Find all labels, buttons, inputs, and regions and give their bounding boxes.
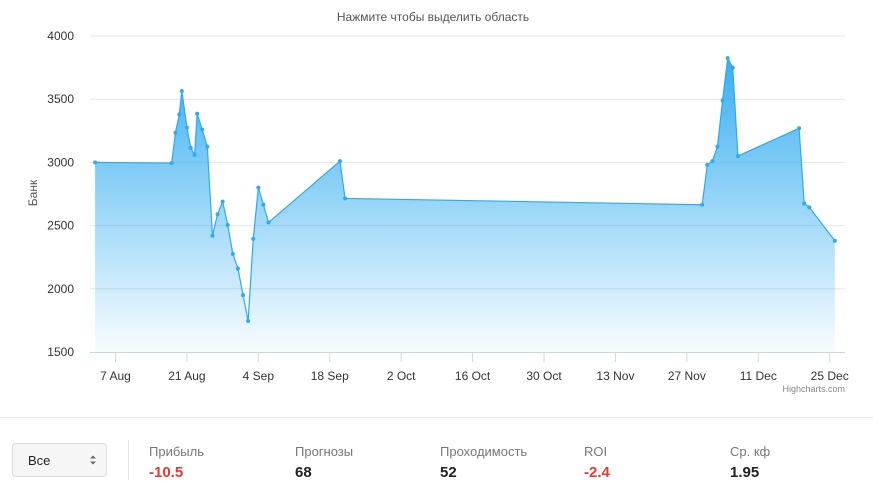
data-point — [700, 202, 705, 207]
x-tick-label: 7 Aug — [100, 369, 131, 383]
stat-forecasts: Прогнозы 68 — [295, 444, 353, 481]
data-point — [725, 56, 730, 61]
data-point — [188, 145, 193, 150]
x-tick-label: 21 Aug — [168, 369, 205, 383]
data-point — [730, 65, 735, 70]
data-point — [235, 266, 240, 271]
stat-passability-value: 52 — [440, 464, 457, 481]
data-point — [93, 160, 98, 165]
data-point — [230, 252, 235, 257]
data-point — [205, 144, 210, 149]
data-point — [220, 199, 225, 204]
x-tick-label: 18 Sep — [311, 369, 349, 383]
data-point — [210, 233, 215, 238]
bank-chart[interactable]: Нажмите чтобы выделить область 1500 2000 2… — [0, 0, 873, 415]
series-area — [93, 56, 837, 353]
data-point — [337, 159, 342, 164]
chart-svg[interactable]: Нажмите чтобы выделить область 1500 2000 2… — [0, 0, 873, 415]
data-point — [802, 201, 807, 206]
stat-forecasts-value: 68 — [295, 464, 312, 481]
data-point — [735, 154, 740, 159]
y-axis-label: Банк — [26, 179, 40, 206]
data-point — [807, 205, 812, 210]
data-point — [256, 185, 261, 190]
data-point — [215, 212, 220, 217]
x-tick-label: 30 Oct — [526, 369, 562, 383]
data-point — [797, 126, 802, 131]
data-point — [184, 125, 189, 130]
y-tick-label: 4000 — [47, 29, 74, 43]
data-point — [195, 111, 200, 116]
data-point — [261, 202, 266, 207]
data-point — [179, 88, 184, 93]
data-point — [246, 319, 251, 324]
period-select-value: Все — [28, 453, 51, 468]
data-point — [705, 162, 710, 167]
data-point — [715, 144, 720, 149]
period-select[interactable]: Все — [12, 443, 107, 477]
stat-passability: Проходимость 52 — [440, 444, 527, 481]
x-tick-label: 13 Nov — [596, 369, 634, 383]
y-tick-label: 3000 — [47, 155, 74, 169]
stat-profit-value: -10.5 — [149, 464, 184, 481]
stat-avg-odds-label: Ср. кф — [730, 444, 771, 459]
data-point — [177, 112, 182, 117]
data-point — [266, 220, 271, 225]
stat-profit-label: Прибыль — [149, 444, 204, 459]
stat-roi: ROI -2.4 — [584, 444, 610, 481]
stat-profit: Прибыль -10.5 — [149, 444, 204, 481]
stat-avg-odds: Ср. кф 1.95 — [730, 444, 770, 481]
y-tick-label: 3500 — [47, 92, 74, 106]
area-fill — [95, 58, 835, 353]
x-tick-label: 16 Oct — [455, 369, 491, 383]
y-tick-label: 1500 — [47, 345, 74, 359]
data-point — [241, 293, 246, 298]
data-point — [173, 130, 178, 135]
data-point — [200, 127, 205, 132]
data-point — [192, 152, 197, 157]
x-tick-label: 11 Dec — [740, 369, 777, 383]
y-tick-label: 2000 — [47, 282, 74, 296]
stat-passability-label: Проходимость — [440, 444, 528, 459]
data-point — [169, 161, 174, 166]
stat-avg-odds-value: 1.95 — [730, 464, 760, 481]
x-tick-label: 27 Nov — [668, 369, 706, 383]
x-tick-label: 2 Oct — [387, 369, 416, 383]
stat-roi-value: -2.4 — [584, 464, 610, 481]
x-tick-label: 25 Dec — [811, 369, 849, 383]
data-point — [832, 238, 837, 243]
stat-roi-label: ROI — [584, 444, 608, 459]
y-tick-label: 2500 — [47, 219, 74, 233]
data-point — [343, 196, 348, 201]
highcharts-credits[interactable]: Highcharts.com — [782, 384, 845, 394]
x-axis: 7 Aug 21 Aug 4 Sep 18 Sep 2 Oct 16 Oct 30 Oct 1… — [90, 352, 849, 383]
stats-divider — [128, 440, 129, 480]
stat-forecasts-label: Прогнозы — [295, 444, 354, 459]
stats-bar: Все Прибыль -10.5 Прогнозы 68 Проходимос… — [0, 417, 873, 500]
chart-subtitle: Нажмите чтобы выделить область — [337, 10, 529, 24]
data-point — [710, 159, 715, 164]
data-point — [720, 98, 725, 103]
select-arrows-icon — [90, 455, 96, 465]
data-point — [225, 222, 230, 227]
data-point — [251, 236, 256, 241]
x-tick-label: 4 Sep — [243, 369, 275, 383]
y-axis-ticks: 1500 2000 2500 3000 3500 4000 — [47, 29, 74, 359]
